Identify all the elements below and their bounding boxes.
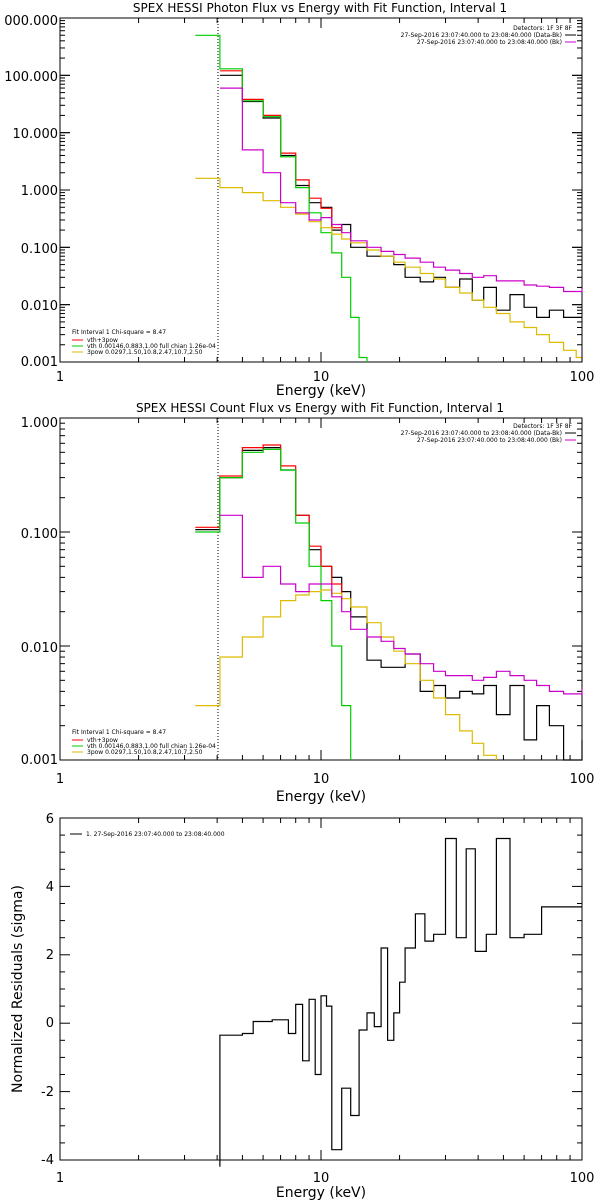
series-group <box>195 444 583 761</box>
y-tick-label: 0.010 <box>21 299 58 314</box>
legend-entry: 27-Sep-2016 23:07:40.000 to 23:08:40.000… <box>417 39 562 46</box>
legend-entry: 3pow 0.0297,1.50,10.8,2.47,10.7,2.50 <box>87 749 203 756</box>
y-tick-label: 0.001 <box>21 753 58 768</box>
x-tick-label: 100 <box>570 1171 595 1186</box>
series-line-data-bk <box>219 74 582 318</box>
fit-legend-header: Fit Interval 1 Chi-square = 8.47 <box>72 329 166 336</box>
y-tick-label: -4 <box>41 1153 54 1168</box>
legend-entry: 27-Sep-2016 23:07:40.000 to 23:08:40.000… <box>401 430 562 437</box>
x-tick-label: 100 <box>570 370 595 385</box>
series-group <box>195 34 583 362</box>
y-tick-label: 000.000 <box>4 14 58 29</box>
x-axis-label: Energy (keV) <box>276 789 366 805</box>
x-tick-label: 10 <box>313 772 330 787</box>
series-line-data-bk <box>195 447 583 761</box>
fit-legend: Fit Interval 1 Chi-square = 8.47 vth+3po… <box>72 329 216 356</box>
y-tick-label: 0 <box>46 1016 54 1031</box>
detectors-label: Detectors: 1F 3F 8F <box>513 25 572 32</box>
y-tick-label: 1.000 <box>21 184 58 199</box>
y-tick-label: -2 <box>41 1085 54 1100</box>
y-tick-label: 10.000 <box>13 127 59 142</box>
x-axis-label: Energy (keV) <box>276 383 366 399</box>
legend-entry: 1. 27-Sep-2016 23:07:40.000 to 23:08:40.… <box>86 831 225 838</box>
x-tick-label: 10 <box>313 370 330 385</box>
x-tick-label: 10 <box>313 1171 330 1186</box>
y-tick-label: 100.000 <box>4 70 58 85</box>
x-tick-label: 100 <box>570 772 595 787</box>
count-flux-panel: SPEX HESSI Count Flux vs Energy with Fit… <box>21 401 595 805</box>
series-line-bk <box>219 87 583 293</box>
fit-legend: Fit Interval 1 Chi-square = 8.47 vth+3po… <box>72 729 216 756</box>
y-tick-label: 0.010 <box>21 641 58 656</box>
axis-ticks <box>59 817 583 1161</box>
y-tick-label: 2 <box>46 948 54 963</box>
series-line-bk <box>219 514 583 695</box>
data-legend: Detectors: 1F 3F 8F 27-Sep-2016 23:07:40… <box>401 25 576 46</box>
y-tick-label: 0.100 <box>21 242 58 257</box>
chart-title: SPEX HESSI Photon Flux vs Energy with Fi… <box>133 1 507 15</box>
photon-flux-panel: SPEX HESSI Photon Flux vs Energy with Fi… <box>4 1 594 399</box>
axis-ticks <box>59 417 583 761</box>
y-axis-label: Normalized Residuals (sigma) <box>10 885 26 1093</box>
y-tick-label: 0.001 <box>21 355 58 370</box>
series-line-1-27-sep-2016-23-07-40-000-to-23-08-40-000 <box>219 837 582 1167</box>
y-tick-label: 0.100 <box>21 527 58 542</box>
x-axis-label: Energy (keV) <box>276 1185 366 1200</box>
legend-entry: 3pow 0.0297,1.50,10.8,2.47,10.7,2.50 <box>87 349 203 356</box>
data-legend: Detectors: 1F 3F 8F 27-Sep-2016 23:07:40… <box>401 423 576 444</box>
axis-ticks <box>59 17 583 363</box>
y-tick-label: 4 <box>46 880 54 895</box>
legend-entry: 27-Sep-2016 23:07:40.000 to 23:08:40.000… <box>417 437 562 444</box>
series-group <box>219 837 582 1167</box>
series-line-3pow <box>195 177 583 362</box>
residual-legend: 1. 27-Sep-2016 23:07:40.000 to 23:08:40.… <box>70 831 225 838</box>
detectors-label: Detectors: 1F 3F 8F <box>513 423 572 430</box>
residuals-panel: -4 -2 0 2 4 6 1 10 100 Energy (keV) Norm… <box>10 812 594 1200</box>
x-tick-label: 1 <box>56 772 64 787</box>
legend-entry: 27-Sep-2016 23:07:40.000 to 23:08:40.000… <box>401 32 562 39</box>
legend-entry: vth+3pow <box>87 337 118 344</box>
legend-entry: vth 0.00146,0.883,1.00 full chian 1.26e-… <box>87 343 216 350</box>
series-line-vth-3pow <box>195 444 343 601</box>
chart-title: SPEX HESSI Count Flux vs Energy with Fit… <box>136 401 504 415</box>
x-tick-label: 1 <box>56 370 64 385</box>
x-tick-label: 1 <box>56 1171 64 1186</box>
legend-entry: vth+3pow <box>87 737 118 744</box>
y-tick-label: 1.000 <box>21 416 58 431</box>
plot-frame <box>59 817 583 1161</box>
fit-legend-header: Fit Interval 1 Chi-square = 8.47 <box>72 729 166 736</box>
legend-entry: vth 0.00146,0.883,1.00 full chian 1.26e-… <box>87 743 216 750</box>
series-line-3pow <box>195 589 497 760</box>
y-tick-label: 6 <box>46 812 54 827</box>
series-line-vth <box>195 448 352 760</box>
